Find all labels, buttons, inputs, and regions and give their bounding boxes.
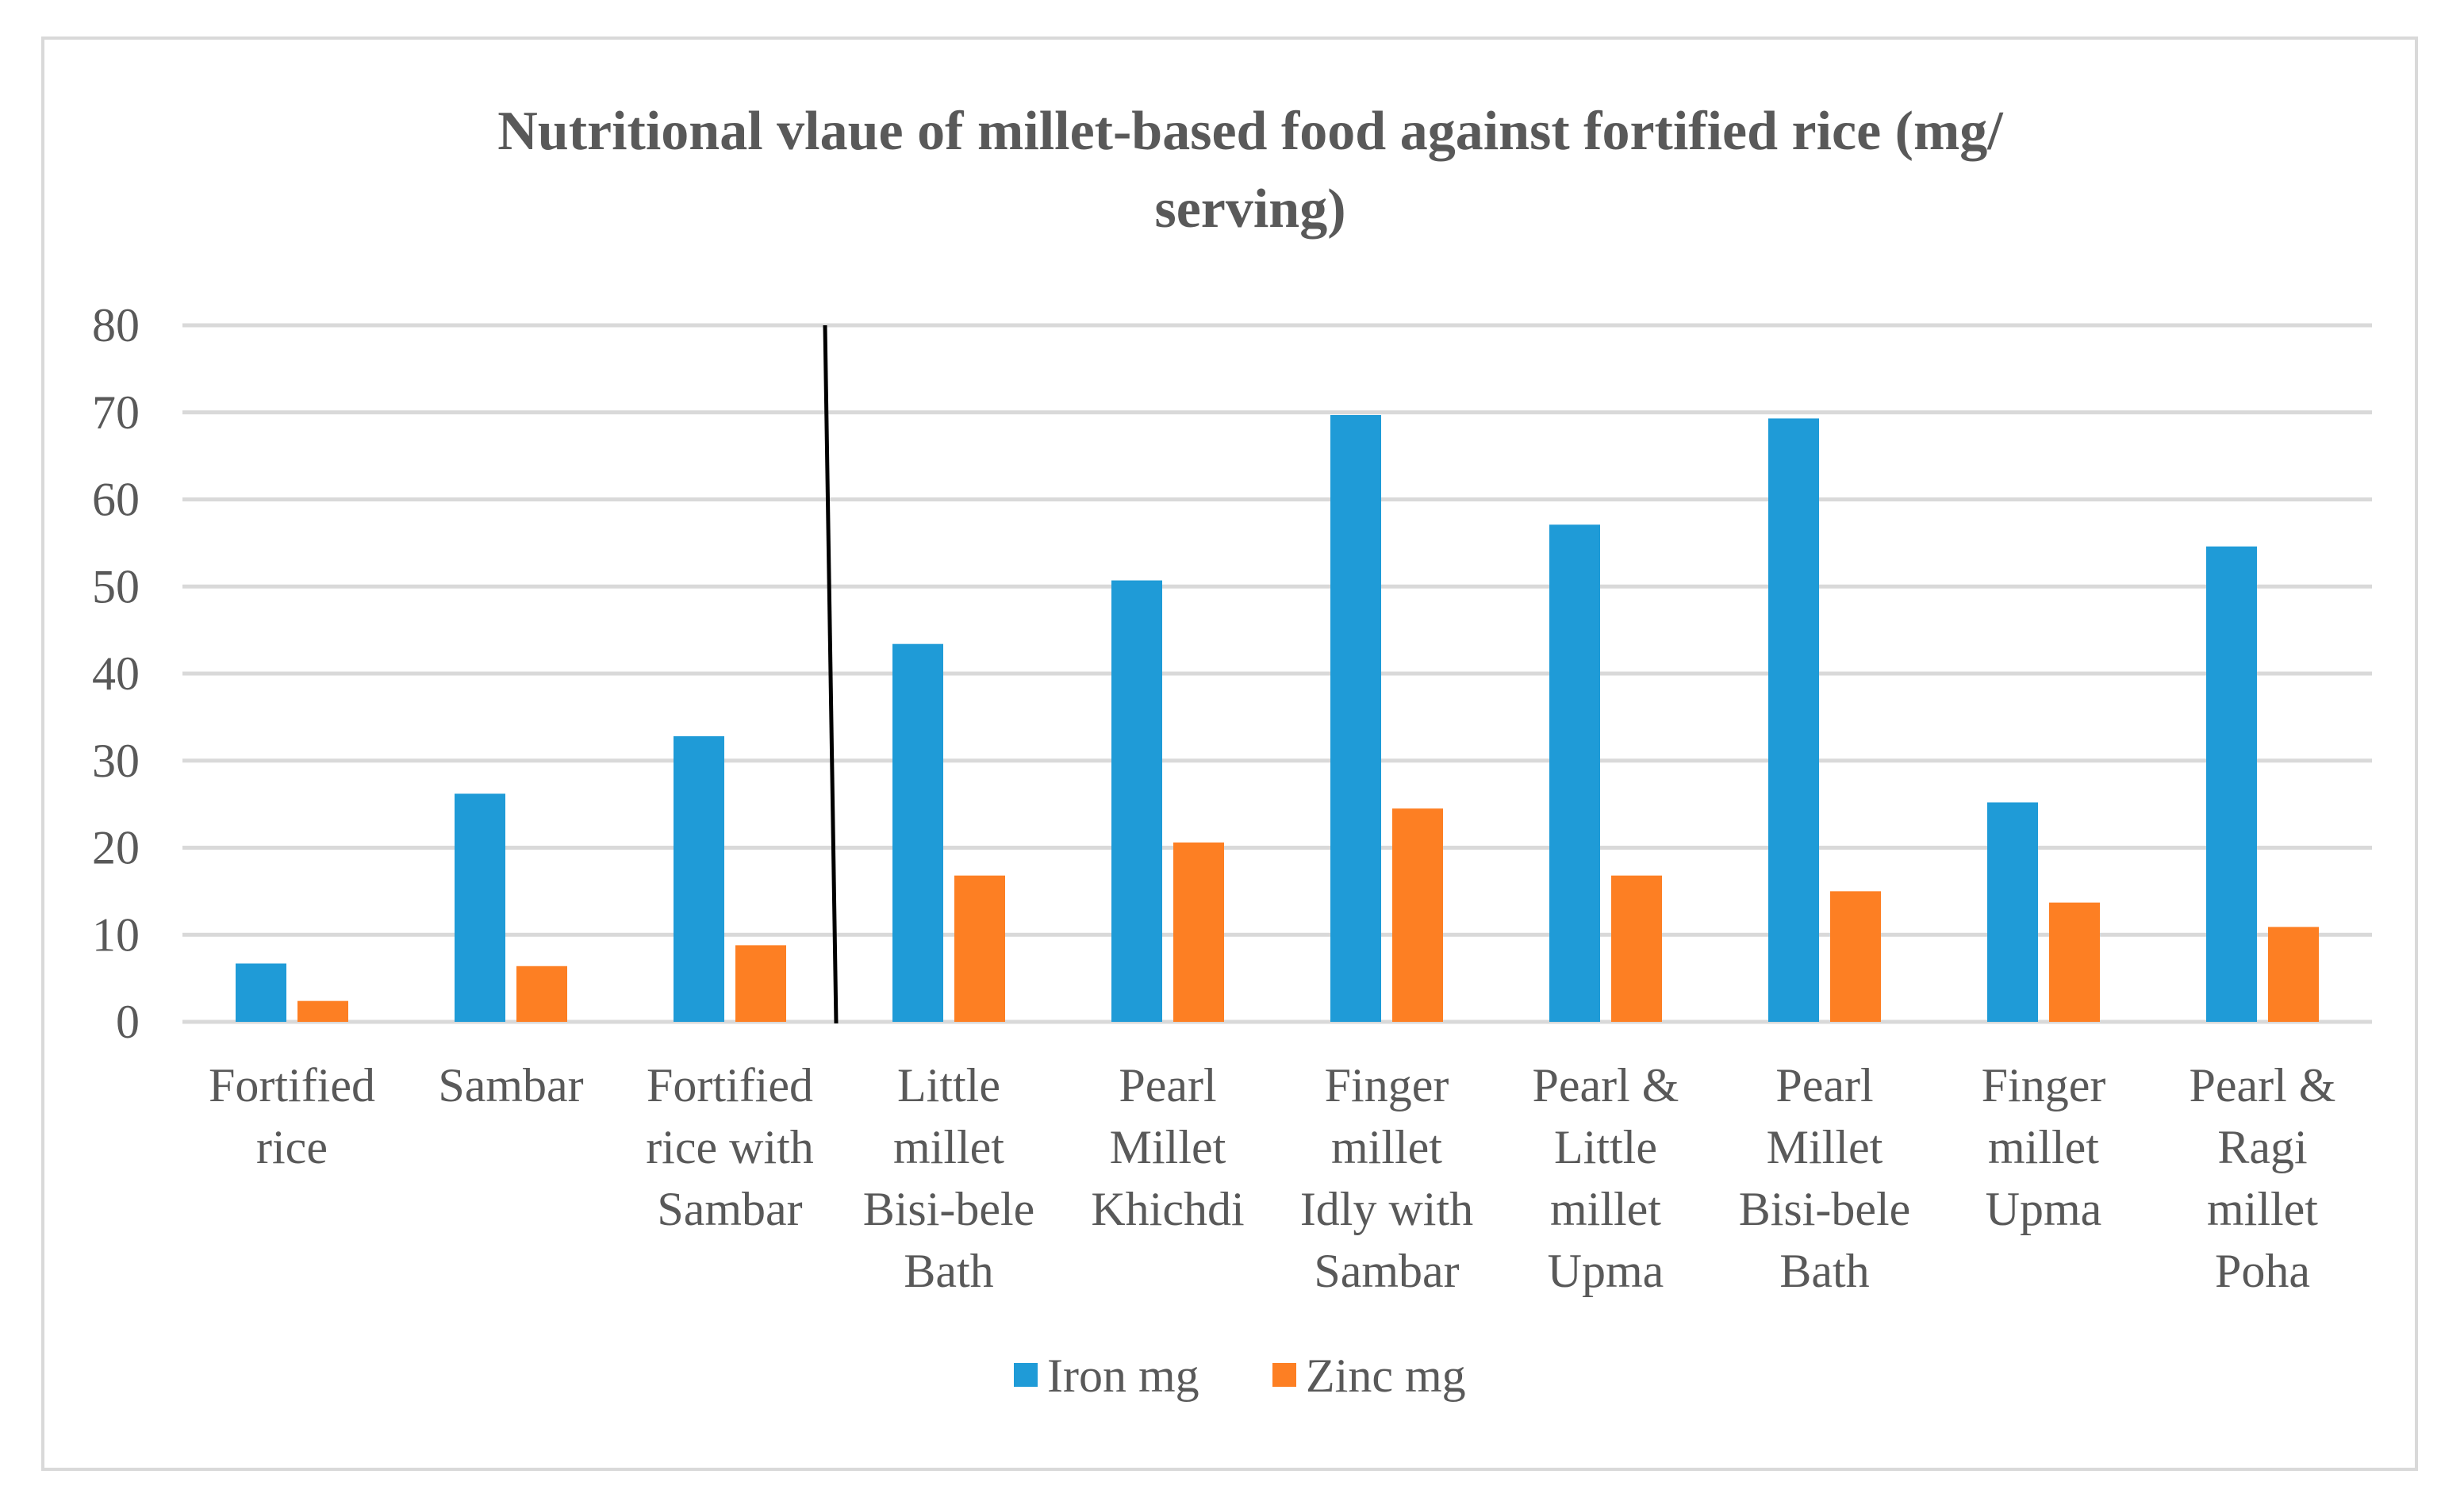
y-tick-label: 50 — [92, 560, 140, 612]
chart-frame: Nutritional vlaue of millet-based food a… — [41, 36, 2418, 1471]
x-category-label: Fortified rice — [209, 1059, 375, 1173]
chart-title: Nutritional vlaue of millet-based food a… — [497, 101, 2004, 240]
legend-label-iron: Iron mg — [1047, 1350, 1199, 1402]
bars — [236, 415, 2319, 1022]
legend-swatch-zinc — [1272, 1363, 1296, 1387]
x-category-label: Pearl Millet Bisi-bele Bath — [1739, 1059, 1911, 1297]
group-separator-line — [823, 324, 839, 1024]
bar-iron — [892, 643, 943, 1022]
bar-zinc — [2268, 927, 2319, 1022]
y-tick-label: 0 — [116, 996, 140, 1048]
chart-title-line: Nutritional vlaue of millet-based food a… — [497, 101, 2004, 162]
y-tick-label: 60 — [92, 474, 140, 526]
legend-label-zinc: Zinc mg — [1306, 1350, 1466, 1402]
bar-zinc — [516, 966, 567, 1022]
bar-iron — [2206, 546, 2257, 1022]
y-tick-label: 20 — [92, 822, 140, 874]
x-category-label: Pearl Millet Khichdi — [1091, 1059, 1244, 1235]
bar-iron — [236, 963, 286, 1022]
y-tick-label: 70 — [92, 386, 140, 439]
gridlines — [182, 323, 2372, 1024]
y-tick-label: 30 — [92, 735, 140, 787]
bar-iron — [455, 793, 505, 1022]
x-category-label: Little millet Bisi-bele Bath — [863, 1059, 1035, 1297]
x-category-label: Pearl & Ragi millet Poha — [2190, 1059, 2336, 1297]
chart-svg: Nutritional vlaue of millet-based food a… — [92, 101, 2372, 1402]
x-axis-labels: Fortified rice Sambar Fortified rice with Sam… — [209, 1059, 2335, 1297]
bar-zinc — [954, 875, 1005, 1022]
bar-iron — [1549, 524, 1600, 1022]
legend-swatch-iron — [1014, 1363, 1038, 1387]
bar-zinc — [2049, 902, 2100, 1022]
x-category-label: Finger millet Upma — [1982, 1059, 2106, 1235]
bar-iron — [1111, 580, 1162, 1022]
bar-iron — [1987, 802, 2038, 1022]
x-category-label: Pearl & Little millet Upma — [1533, 1059, 1679, 1297]
chart-title-line: serving) — [1154, 179, 1345, 240]
legend: Iron mg Zinc mg — [1014, 1350, 1466, 1402]
bar-iron — [1330, 415, 1381, 1022]
bar-zinc — [1173, 842, 1224, 1022]
x-category-label: Finger millet Idly with Sambar — [1300, 1059, 1473, 1297]
x-category-label: Fortified rice with Sambar — [646, 1059, 814, 1235]
bar-iron — [1768, 418, 1819, 1022]
bar-zinc — [1392, 808, 1443, 1022]
bar-zinc — [1830, 891, 1881, 1022]
y-tick-label: 80 — [92, 299, 140, 351]
bar-zinc — [297, 1000, 348, 1022]
bar-zinc — [735, 945, 786, 1022]
x-category-label: Sambar — [438, 1059, 583, 1111]
bar-zinc — [1611, 875, 1662, 1022]
y-tick-label: 40 — [92, 647, 140, 700]
bar-iron — [674, 736, 724, 1022]
y-axis-ticks: 0 10 20 30 40 50 60 70 80 — [92, 299, 140, 1048]
y-tick-label: 10 — [92, 908, 140, 961]
separator-line — [823, 324, 839, 1024]
